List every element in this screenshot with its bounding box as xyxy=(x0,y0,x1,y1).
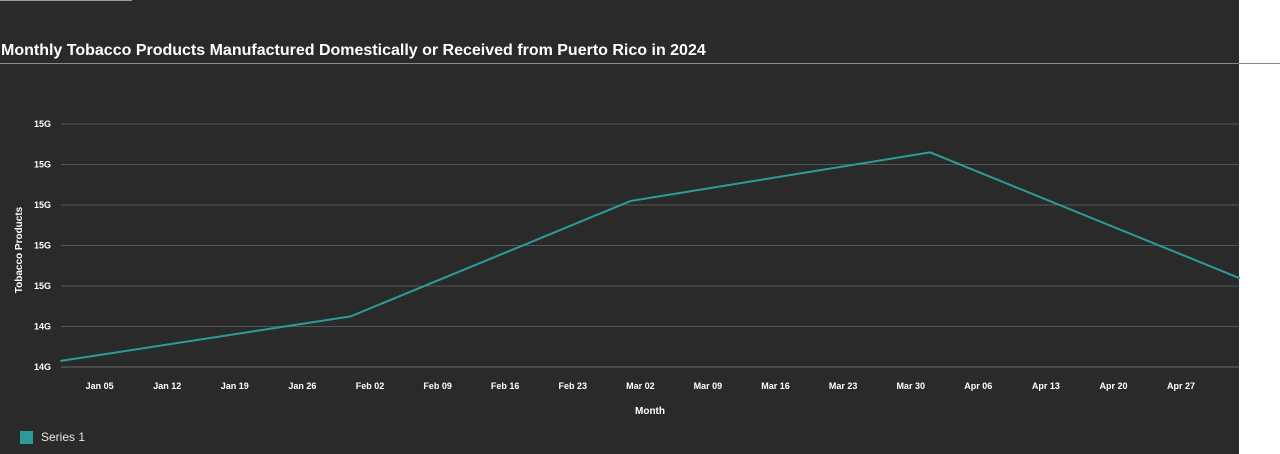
y-tick-label: 15G xyxy=(34,281,51,291)
y-tick-label: 14G xyxy=(34,322,51,332)
y-tick-label: 15G xyxy=(34,160,51,170)
x-tick-label: Jan 05 xyxy=(86,381,114,391)
x-tick-label: Jan 26 xyxy=(288,381,316,391)
x-tick-label: Feb 16 xyxy=(491,381,520,391)
legend-swatch-series-1[interactable] xyxy=(20,430,33,444)
x-tick-label: Mar 02 xyxy=(626,381,655,391)
x-tick-label: Mar 16 xyxy=(761,381,790,391)
y-tick-label: 15G xyxy=(34,200,51,210)
data-point[interactable] xyxy=(349,315,352,318)
y-tick-label: 15G xyxy=(34,119,51,129)
x-axis-label: Month xyxy=(635,406,665,417)
data-point[interactable] xyxy=(929,151,932,154)
legend-label-series-1: Series 1 xyxy=(41,430,86,444)
x-tick-label: Jan 19 xyxy=(221,381,249,391)
top-tab-indicator xyxy=(0,0,132,1)
x-tick-label: Feb 02 xyxy=(356,381,385,391)
chart-panel xyxy=(0,0,1239,454)
y-axis-label: Tobacco Products xyxy=(14,206,25,293)
x-tick-label: Apr 27 xyxy=(1167,381,1195,391)
grid-lines xyxy=(61,123,1239,368)
x-tick-label: Feb 09 xyxy=(423,381,452,391)
legend: Series 1 xyxy=(20,430,85,444)
data-point[interactable] xyxy=(629,199,632,202)
x-tick-label: Apr 13 xyxy=(1032,381,1060,391)
x-axis-ticks: Jan 05 Jan 12 Jan 19 Jan 26 Feb 02 Feb 09 Feb … xyxy=(86,381,1195,391)
x-tick-label: Apr 20 xyxy=(1099,381,1127,391)
chart-title: Monthly Tobacco Products Manufactured Do… xyxy=(1,42,706,59)
data-point[interactable] xyxy=(1238,276,1240,279)
data-point[interactable] xyxy=(60,359,62,362)
x-tick-label: Feb 23 xyxy=(558,381,587,391)
series-line-1[interactable] xyxy=(60,151,1240,362)
x-tick-label: Mar 23 xyxy=(829,381,858,391)
y-axis-ticks: 14G 14G 15G 15G 15G 15G 15G xyxy=(34,119,51,372)
x-tick-label: Apr 06 xyxy=(964,381,992,391)
y-tick-label: 14G xyxy=(34,362,51,372)
x-tick-label: Mar 30 xyxy=(896,381,925,391)
y-tick-label: 15G xyxy=(34,241,51,251)
x-tick-label: Jan 12 xyxy=(153,381,181,391)
x-tick-label: Mar 09 xyxy=(694,381,723,391)
title-divider xyxy=(0,63,1280,64)
series-layer xyxy=(60,151,1240,362)
